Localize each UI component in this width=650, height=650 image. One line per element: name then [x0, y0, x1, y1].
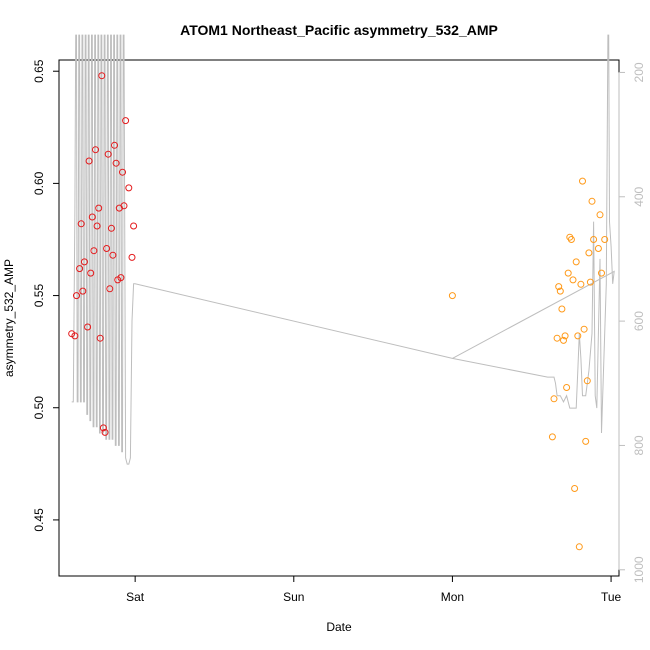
- data-point: [101, 428, 109, 436]
- data-point: [73, 292, 80, 300]
- data-point: [580, 325, 588, 333]
- data-point: [109, 251, 117, 259]
- data-point: [574, 332, 582, 340]
- data-point: [71, 332, 79, 340]
- data-point: [564, 269, 572, 277]
- data-point: [583, 377, 591, 385]
- data-point: [582, 437, 590, 445]
- data-point: [111, 141, 118, 149]
- data-point: [103, 245, 111, 252]
- data-point: [95, 204, 103, 212]
- data-point: [112, 159, 120, 167]
- data-point: [96, 334, 104, 342]
- data-point: [567, 236, 575, 243]
- y-tick-label: 0.55: [32, 284, 46, 308]
- data-point: [122, 117, 130, 125]
- y-tick-label: 0.60: [32, 171, 46, 195]
- data-point: [558, 305, 566, 313]
- y-tick-label: 0.50: [32, 396, 46, 420]
- data-point: [128, 253, 136, 261]
- data-point: [560, 336, 567, 344]
- data-point: [556, 287, 564, 295]
- data-point: [92, 146, 99, 154]
- data-point: [98, 72, 106, 80]
- data-point: [572, 258, 580, 266]
- chart-title: ATOM1 Northeast_Pacific asymmetry_532_AM…: [180, 22, 498, 38]
- data-point: [561, 332, 569, 340]
- data-point: [569, 276, 577, 284]
- x-axis-label: Date: [326, 620, 352, 634]
- data-point: [88, 213, 96, 221]
- y2-tick-label: 400: [632, 186, 646, 206]
- data-point: [106, 285, 114, 293]
- data-point: [99, 424, 107, 432]
- data-point: [550, 395, 558, 403]
- line-layer: [71, 34, 615, 465]
- x-tick-label: Tue: [601, 590, 622, 604]
- data-point: [594, 245, 602, 252]
- data-point: [87, 269, 95, 277]
- data-point: [596, 211, 604, 219]
- data-point: [555, 283, 563, 291]
- data-point: [563, 384, 571, 391]
- x-tick-label: Sat: [126, 590, 145, 604]
- series-line: [71, 34, 615, 465]
- data-point: [104, 150, 112, 158]
- data-point: [84, 323, 92, 331]
- data-point: [577, 280, 585, 288]
- data-point: [588, 197, 596, 205]
- data-point: [571, 485, 579, 492]
- plot-frame: [58, 59, 620, 577]
- y-tick-label: 0.45: [32, 508, 46, 532]
- y2-tick-label: 1000: [632, 556, 646, 583]
- data-point: [80, 258, 88, 266]
- x-tick-label: Mon: [441, 590, 464, 604]
- point-layer: [68, 72, 609, 551]
- data-point: [585, 249, 593, 257]
- data-point: [77, 220, 85, 228]
- data-point: [130, 222, 138, 230]
- data-point: [125, 184, 133, 192]
- data-point: [93, 222, 101, 230]
- data-point: [76, 265, 84, 273]
- data-point: [120, 202, 128, 210]
- y2-tick-label: 600: [632, 311, 646, 331]
- data-point: [119, 168, 126, 176]
- data-point: [117, 274, 125, 282]
- y-axis-label: asymmetry_532_AMP: [2, 259, 16, 377]
- data-point: [553, 334, 561, 342]
- y-tick-label: 0.65: [32, 59, 46, 83]
- data-point: [575, 543, 583, 551]
- data-point: [598, 269, 605, 277]
- data-point: [548, 433, 556, 441]
- data-point: [448, 292, 456, 300]
- y2-tick-label: 200: [632, 62, 646, 82]
- data-point: [601, 236, 609, 243]
- data-point: [90, 247, 98, 255]
- x-tick-label: Sun: [283, 590, 304, 604]
- data-point: [107, 224, 115, 232]
- axes-layer: Sat Sun Mon Tue 0.45 0.50 0.55 0.60 0.65 200 400 60…: [32, 59, 646, 604]
- data-point: [579, 177, 586, 185]
- data-point: [586, 278, 594, 286]
- data-point: [590, 236, 598, 243]
- y2-tick-label: 800: [632, 435, 646, 455]
- data-point: [85, 157, 93, 165]
- data-point: [79, 287, 87, 295]
